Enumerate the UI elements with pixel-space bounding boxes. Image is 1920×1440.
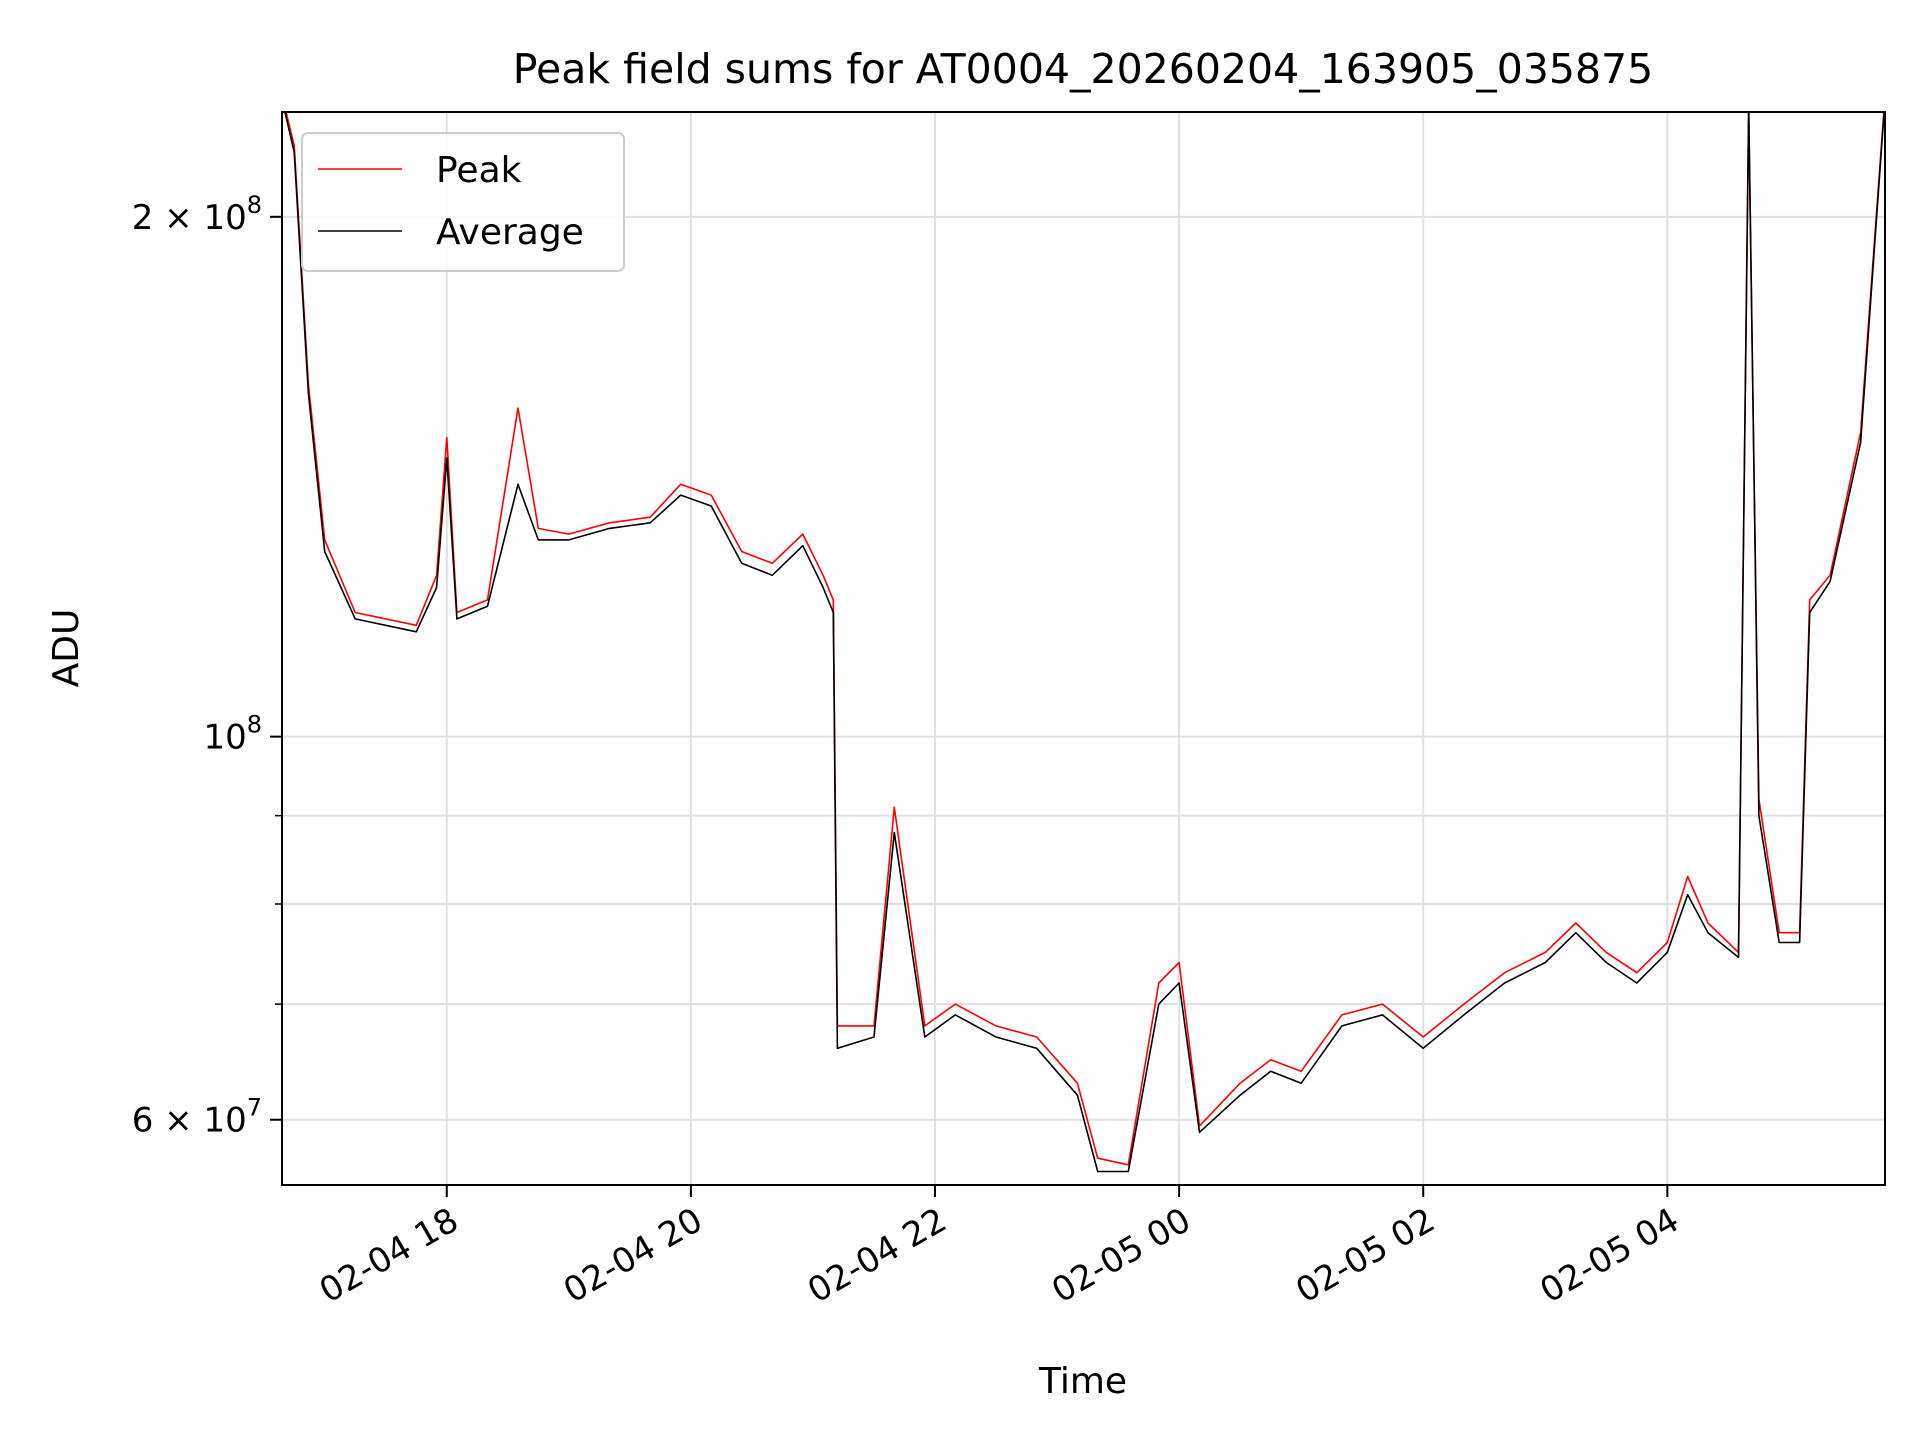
y-tick-label: 108 bbox=[203, 711, 262, 758]
x-axis-label: Time bbox=[1038, 1361, 1127, 1402]
plot-series bbox=[284, 112, 1885, 1173]
series-line-average bbox=[284, 112, 1885, 1173]
series-line-peak bbox=[285, 112, 1885, 1166]
y-tick-label: 6 × 107 bbox=[132, 1094, 262, 1141]
legend-label-average: Average bbox=[436, 212, 584, 253]
y-tick-label: 2 × 108 bbox=[132, 191, 262, 238]
plot-frame bbox=[281, 111, 1886, 1186]
legend-label-peak: Peak bbox=[436, 150, 522, 191]
legend: Peak Average bbox=[301, 132, 625, 272]
chart-title: Peak field sums for AT0004_20260204_1639… bbox=[513, 45, 1653, 93]
y-axis-label: ADU bbox=[46, 609, 87, 688]
legend-box bbox=[301, 132, 625, 272]
